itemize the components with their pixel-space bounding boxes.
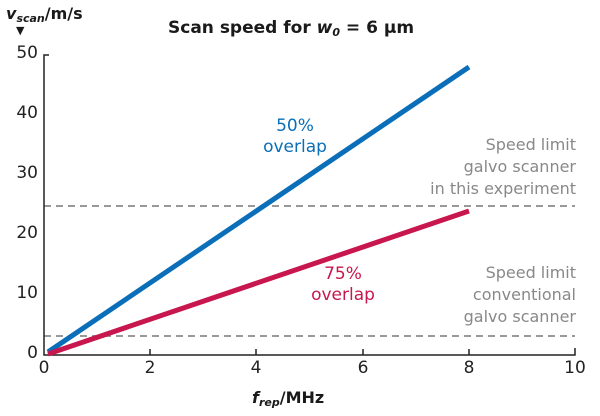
annotation-75-overlap: 75% overlap xyxy=(311,264,375,305)
x-axis-label: frep/MHz xyxy=(252,388,325,409)
y-tick: 20 xyxy=(16,223,38,243)
x-tick: 4 xyxy=(250,358,262,378)
y-tick: 40 xyxy=(16,103,38,123)
x-tick: 0 xyxy=(38,358,50,378)
y-tick: 10 xyxy=(16,283,38,303)
x-tick: 2 xyxy=(144,358,156,378)
arrow-down-icon: ▼ xyxy=(16,24,25,37)
annotation-50-overlap: 50% overlap xyxy=(263,116,327,157)
y-axis xyxy=(43,54,576,356)
annotation-limit-experiment: Speed limit galvo scanner in this experi… xyxy=(430,135,576,198)
y-axis-label: vscan/m/s xyxy=(6,4,83,25)
chart-title: Scan speed for w0 = 6 µm xyxy=(168,18,415,39)
y-tick: 30 xyxy=(16,163,38,183)
x-tick: 6 xyxy=(357,358,369,378)
y-tick: 0 xyxy=(27,343,38,363)
annotation-limit-conventional: Speed limit conventional galvo scanner xyxy=(463,263,576,326)
x-tick: 8 xyxy=(463,358,475,378)
series-50-overlap xyxy=(46,64,471,355)
series-75-overlap xyxy=(47,208,470,357)
y-tick: 50 xyxy=(16,43,38,63)
x-tick: 10 xyxy=(564,358,586,378)
